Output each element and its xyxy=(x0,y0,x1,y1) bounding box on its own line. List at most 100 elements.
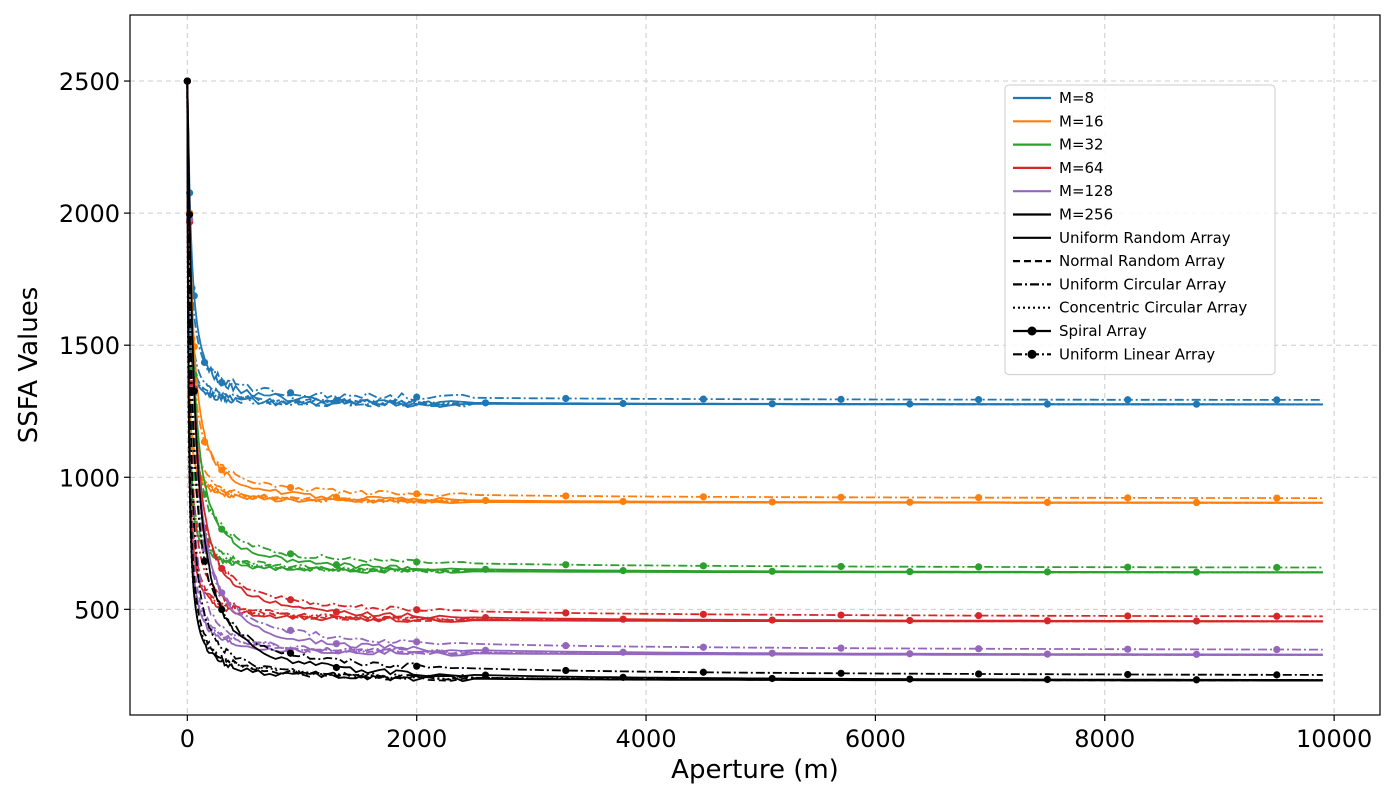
series-marker xyxy=(906,675,914,683)
series-group xyxy=(183,77,1323,684)
series-marker xyxy=(619,615,627,623)
series-line xyxy=(186,80,1323,623)
series-marker xyxy=(413,490,421,498)
series-marker xyxy=(837,611,845,619)
x-axis-ticks: 0 2000 4000 6000 8000 10000 xyxy=(180,715,1372,753)
series-marker xyxy=(286,483,295,492)
series-marker xyxy=(286,550,295,558)
legend-label: M=16 xyxy=(1059,112,1104,130)
series-marker xyxy=(183,77,191,85)
y-tick-label: 2500 xyxy=(59,68,120,96)
plot-frame xyxy=(129,14,1381,716)
series-marker xyxy=(699,643,707,651)
series-marker xyxy=(481,496,490,505)
series-marker xyxy=(413,558,421,566)
y-axis-label: SSFA Values xyxy=(14,287,44,444)
series-marker xyxy=(1192,400,1201,408)
series-marker xyxy=(768,400,776,408)
series-marker xyxy=(481,613,490,622)
series-marker xyxy=(332,561,341,569)
series-marker xyxy=(975,611,983,620)
series-marker xyxy=(699,668,707,676)
series-line xyxy=(186,80,1323,618)
series-marker xyxy=(837,562,845,571)
series-marker xyxy=(481,565,490,573)
series-marker xyxy=(1124,612,1132,620)
series-marker xyxy=(1043,498,1052,506)
legend-label: Uniform Circular Array xyxy=(1059,275,1226,293)
series-line xyxy=(186,80,1323,499)
series-marker xyxy=(975,645,983,653)
legend-marker xyxy=(1027,326,1037,336)
series-marker xyxy=(906,400,914,408)
legend-box xyxy=(1004,84,1276,376)
x-tick-label: 6000 xyxy=(845,725,906,753)
series-marker xyxy=(332,396,341,405)
series-marker xyxy=(1273,494,1281,502)
x-tick-label: 2000 xyxy=(386,725,447,753)
y-tick-label: 1000 xyxy=(59,464,120,492)
series-marker xyxy=(906,568,914,576)
series-marker xyxy=(186,210,194,219)
series-line xyxy=(186,80,1323,676)
series-marker xyxy=(413,606,421,614)
series-marker xyxy=(975,670,983,678)
series-marker xyxy=(1273,612,1281,620)
legend-label: Concentric Circular Array xyxy=(1059,299,1247,317)
x-tick-label: 0 xyxy=(180,725,195,753)
series-marker xyxy=(975,563,983,571)
series-marker xyxy=(562,609,570,617)
series-marker xyxy=(286,596,295,604)
series-marker xyxy=(768,674,776,683)
series-marker xyxy=(1124,670,1132,679)
series-line xyxy=(186,80,1323,651)
series-marker xyxy=(837,395,845,403)
series-marker xyxy=(1124,396,1132,404)
series-marker xyxy=(1192,650,1201,658)
x-axis-label: Aperture (m) xyxy=(671,755,839,785)
series-marker xyxy=(1043,400,1052,408)
series-marker xyxy=(837,493,845,501)
series-marker xyxy=(975,494,983,502)
series-marker xyxy=(481,671,490,679)
x-tick-label: 4000 xyxy=(616,725,677,753)
series-marker xyxy=(699,493,707,501)
series-marker xyxy=(332,640,341,648)
series-marker xyxy=(1043,568,1052,576)
series-marker xyxy=(188,387,196,395)
series-marker xyxy=(562,642,570,650)
series-marker xyxy=(481,399,490,407)
series-marker xyxy=(562,561,570,569)
series-marker xyxy=(1043,650,1052,658)
series-marker xyxy=(218,378,226,387)
series-marker xyxy=(481,646,490,654)
series-marker xyxy=(413,638,421,646)
series-marker xyxy=(768,567,776,575)
series-marker xyxy=(286,389,295,397)
series-marker xyxy=(619,648,627,656)
series-line xyxy=(186,80,1323,402)
y-tick-label: 500 xyxy=(74,596,120,624)
series-marker xyxy=(837,644,845,652)
y-tick-label: 1500 xyxy=(59,332,120,360)
x-tick-label: 10000 xyxy=(1296,725,1372,753)
series-marker xyxy=(286,626,295,634)
series-marker xyxy=(906,616,914,625)
series-marker xyxy=(332,493,341,501)
series-marker xyxy=(286,649,295,657)
series-marker xyxy=(1192,676,1201,684)
y-tick-label: 2000 xyxy=(59,200,120,228)
series-marker xyxy=(1273,396,1281,404)
legend-marker xyxy=(1027,349,1037,359)
series-marker xyxy=(1124,494,1132,502)
series-marker xyxy=(975,396,983,404)
legend: M=8 M=16 M=32 M=64 M=128 M=256 Uniform Random … xyxy=(1004,84,1276,376)
series-marker xyxy=(768,616,776,624)
series-marker xyxy=(413,662,421,670)
series-marker xyxy=(837,669,845,677)
series-marker xyxy=(1192,617,1201,625)
legend-label: Spiral Array xyxy=(1059,322,1147,340)
series-marker xyxy=(619,399,627,408)
series-marker xyxy=(1273,645,1281,654)
